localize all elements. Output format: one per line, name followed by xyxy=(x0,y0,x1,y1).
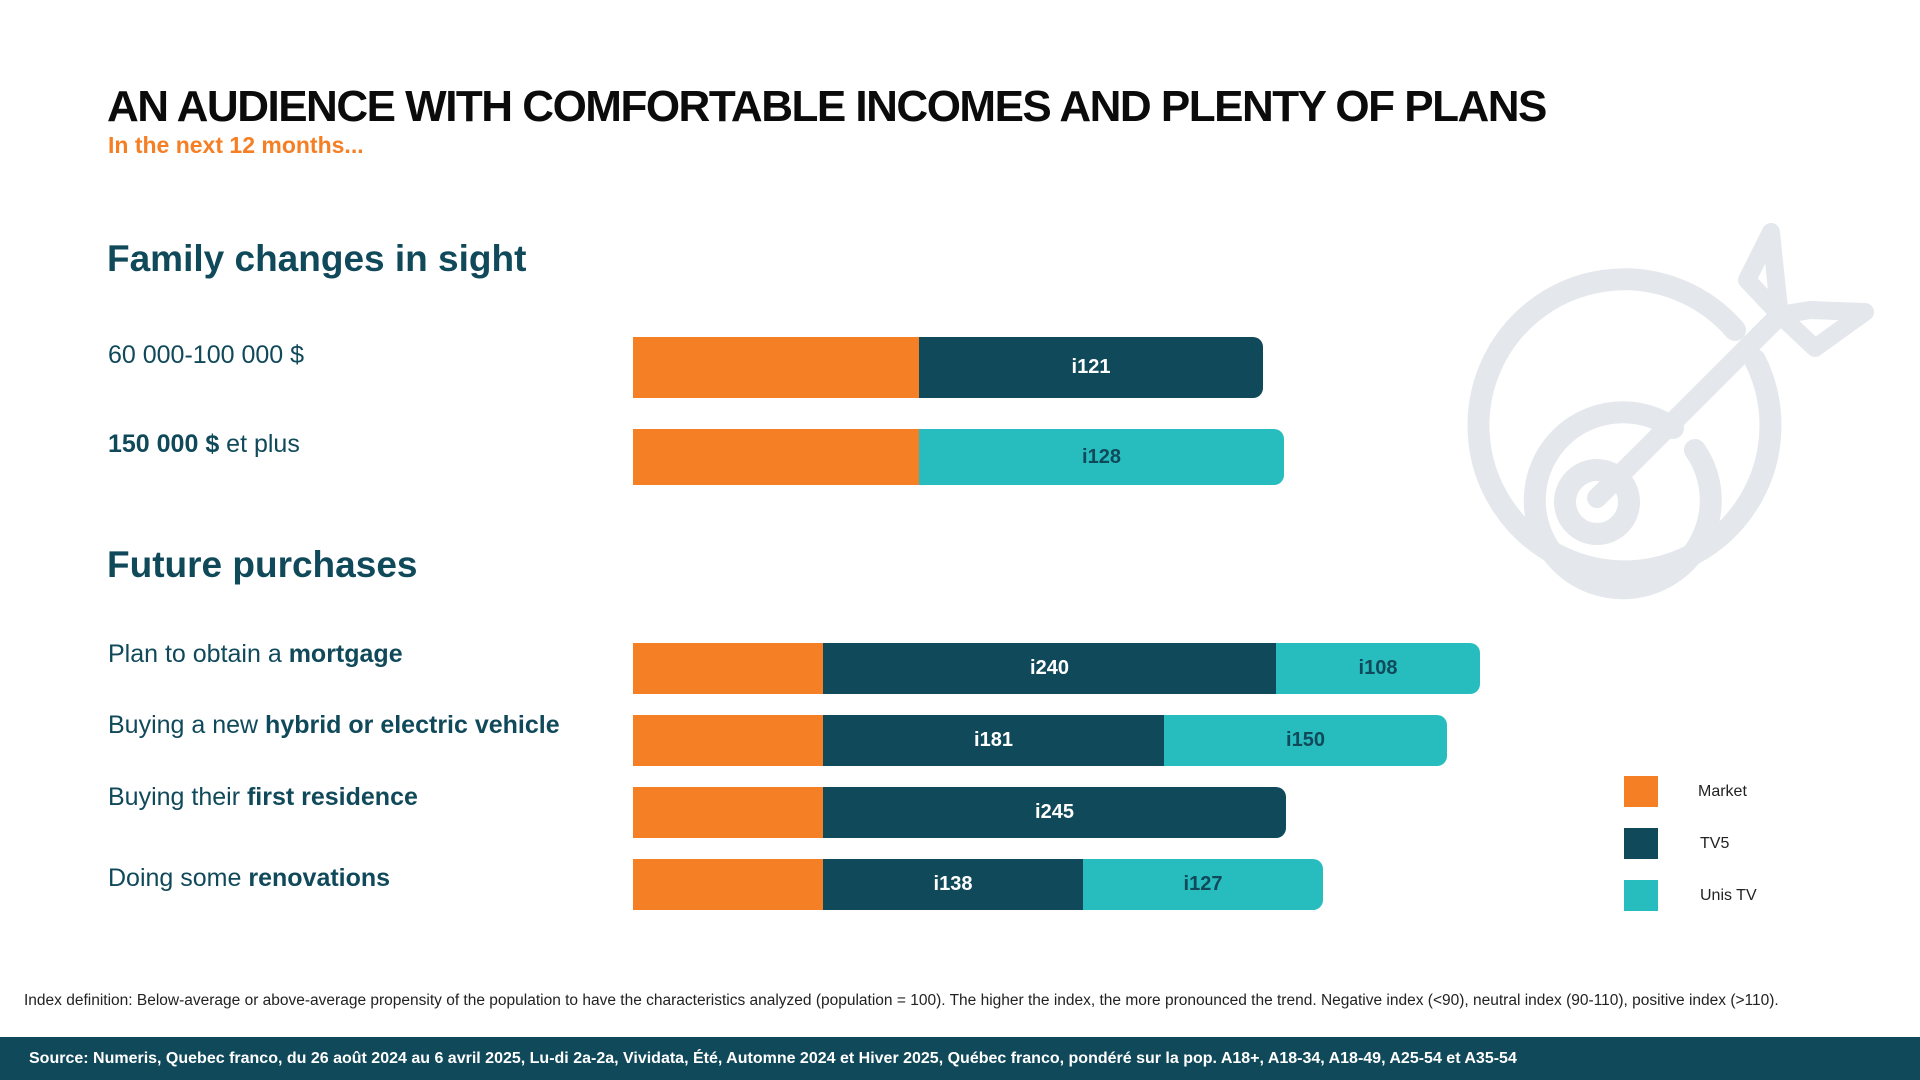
bar-segment-market xyxy=(633,337,919,398)
row-label-vehicle-pre: Buying a new xyxy=(108,711,266,739)
data-label-unis: i127 xyxy=(1183,873,1223,895)
row-label-mortgage: Plan to obtain a mortgage xyxy=(108,640,403,669)
row-label-mortgage-bold: mortgage xyxy=(288,640,403,668)
page-subtitle: In the next 12 months... xyxy=(108,132,364,158)
section-title-purchases: Future purchases xyxy=(107,544,418,585)
bar-segment-tv5: i181 xyxy=(823,715,1164,766)
row-label-renovations-pre: Doing some xyxy=(108,864,249,892)
bar-segment-unis: i150 xyxy=(1164,715,1447,766)
legend-swatch-market xyxy=(1624,776,1658,807)
bar-segment-tv5: i121 xyxy=(919,337,1263,398)
row-label-residence-pre: Buying their xyxy=(108,783,247,811)
section-title-family: Family changes in sight xyxy=(107,238,527,279)
data-label-tv5: i240 xyxy=(1030,657,1069,679)
data-label-tv5: i138 xyxy=(933,873,973,895)
data-label-unis: i108 xyxy=(1358,657,1398,679)
row-label-mortgage-pre: Plan to obtain a xyxy=(108,640,289,668)
legend-swatch-unis xyxy=(1624,880,1658,911)
row-label-income-150-rest: et plus xyxy=(219,430,300,458)
data-label-unis: i128 xyxy=(1082,445,1121,468)
row-label-vehicle: Buying a new hybrid or electric vehicle xyxy=(108,711,560,740)
bar-segment-unis: i128 xyxy=(919,429,1284,485)
row-label-income-150: 150 000 $ et plus xyxy=(108,430,300,459)
row-label-renovations-bold: renovations xyxy=(248,864,391,892)
bar-row-1: i128 xyxy=(633,429,1284,485)
row-label-vehicle-bold: hybrid or electric vehicle xyxy=(265,711,560,739)
page-title: AN AUDIENCE WITH COMFORTABLE INCOMES AND… xyxy=(107,82,1547,131)
row-label-income-60-100: 60 000-100 000 $ xyxy=(108,341,305,369)
bar-segment-unis: i127 xyxy=(1083,859,1323,910)
data-label-tv5: i181 xyxy=(974,729,1013,751)
bar-segment-tv5: i240 xyxy=(823,643,1276,694)
row-label-renovations: Doing some renovations xyxy=(108,864,390,893)
bar-segment-tv5: i245 xyxy=(823,787,1286,838)
target-arrow-icon xyxy=(1467,223,1874,600)
bar-segment-market xyxy=(633,429,919,485)
legend-swatch-tv5 xyxy=(1624,828,1658,859)
bar-segment-market xyxy=(633,715,823,766)
source-footer: Source: Numeris, Quebec franco, du 26 ao… xyxy=(0,1037,1920,1080)
data-label-tv5: i245 xyxy=(1035,801,1074,823)
bar-segment-unis: i108 xyxy=(1276,643,1480,694)
bar-segment-market xyxy=(633,643,823,694)
index-definition-footnote: Index definition: Below-average or above… xyxy=(24,992,1779,1009)
bar-segment-market xyxy=(633,787,823,838)
row-label-residence: Buying their first residence xyxy=(108,783,418,812)
data-label-unis: i150 xyxy=(1286,729,1325,751)
legend-label-tv5: TV5 xyxy=(1700,834,1730,852)
legend-label-unis: Unis TV xyxy=(1700,886,1757,904)
bar-row-0: i121 xyxy=(633,337,1263,398)
legend-item-market: Market xyxy=(1624,776,1747,807)
row-label-residence-bold: first residence xyxy=(246,783,418,811)
bar-row-3: i181 i150 xyxy=(633,715,1447,766)
legend-item-tv5: TV5 xyxy=(1624,828,1729,859)
data-label-tv5: i121 xyxy=(1071,356,1111,378)
bar-row-5: i138 i127 xyxy=(633,859,1323,910)
bar-row-4: i245 xyxy=(633,787,1286,838)
bar-segment-market xyxy=(633,859,823,910)
bar-row-2: i240 i108 xyxy=(633,643,1480,694)
legend-item-unis: Unis TV xyxy=(1624,880,1757,911)
legend-label-market: Market xyxy=(1698,782,1747,800)
bar-segment-tv5: i138 xyxy=(823,859,1083,910)
row-label-income-150-bold: 150 000 $ xyxy=(108,430,220,458)
